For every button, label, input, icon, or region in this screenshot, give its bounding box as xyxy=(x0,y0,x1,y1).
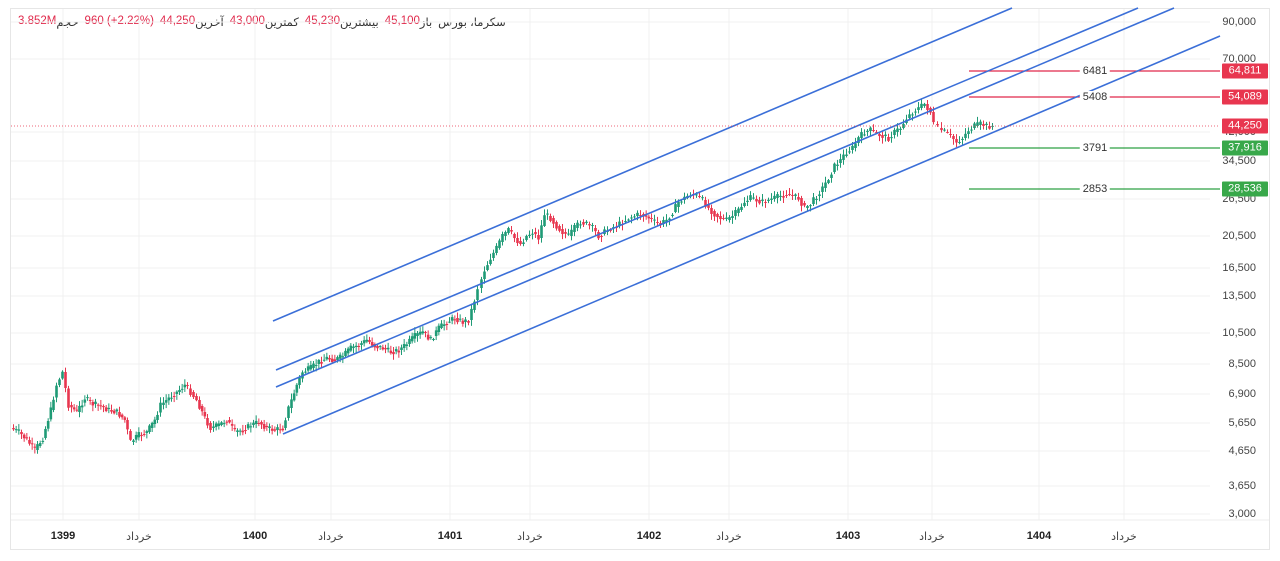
y-tick-label: 3,000 xyxy=(1228,508,1256,520)
x-tick-month: خرداد xyxy=(1111,531,1137,543)
y-tick-label: 3,650 xyxy=(1228,480,1256,492)
open-value: 45,100 xyxy=(384,15,420,27)
y-tick-label: 70,000 xyxy=(1222,53,1256,65)
y-tick-label: 90,000 xyxy=(1222,16,1256,28)
last-price-badge: 44,250 xyxy=(1222,118,1268,134)
open-label: باز xyxy=(419,17,433,29)
channel-line-mid-lower[interactable] xyxy=(275,7,1175,388)
y-tick-label: 6,900 xyxy=(1228,388,1256,400)
y-tick-label: 16,500 xyxy=(1222,262,1256,274)
symbol-name: سکرما، بورس xyxy=(438,17,506,29)
resistance-price-badge: 64,811 xyxy=(1222,63,1268,79)
y-tick-label: 8,500 xyxy=(1228,358,1256,370)
y-tick-label: 4,650 xyxy=(1228,445,1256,457)
volume-label: حجم xyxy=(56,17,79,29)
support-price-badge: 37,916 xyxy=(1222,140,1268,156)
x-tick-year: 1399 xyxy=(50,530,76,542)
candlestick-series xyxy=(12,98,994,454)
channel-line-mid-upper[interactable] xyxy=(275,7,1139,371)
x-tick-month: خرداد xyxy=(517,531,543,543)
y-tick-label: 10,500 xyxy=(1222,327,1256,339)
low-label: کمترین xyxy=(264,17,299,29)
y-tick-label: 5,650 xyxy=(1228,417,1256,429)
level-label: 2853 xyxy=(1079,183,1111,195)
level-label: 3791 xyxy=(1079,142,1111,154)
x-tick-year: 1401 xyxy=(437,530,463,542)
x-tick-year: 1400 xyxy=(242,530,268,542)
x-tick-month: خرداد xyxy=(318,531,344,543)
x-tick-month: خرداد xyxy=(716,531,742,543)
high-label: بیشترین xyxy=(340,17,379,29)
level-label: 6481 xyxy=(1079,65,1111,77)
y-tick-label: 13,500 xyxy=(1222,290,1256,302)
change-value: 960 (+2.22%) xyxy=(84,15,154,27)
volume-value: 3.852M xyxy=(18,15,57,27)
x-tick-month: خرداد xyxy=(126,531,152,543)
ohlc-header: سکرما، بورس باز 45,100 بیشترین 45,230 کم… xyxy=(18,15,506,33)
last-value: 44,250 xyxy=(159,15,196,27)
y-tick-label: 20,500 xyxy=(1222,230,1256,242)
y-tick-label: 34,500 xyxy=(1222,155,1256,167)
low-value: 43,000 xyxy=(229,15,265,27)
channel-line-lower[interactable] xyxy=(282,35,1221,435)
channel-lines[interactable] xyxy=(272,7,1221,435)
channel-line-upper[interactable] xyxy=(272,7,1013,322)
grid-lines xyxy=(11,9,1269,521)
resistance-price-badge: 54,089 xyxy=(1222,89,1268,105)
x-tick-year: 1404 xyxy=(1026,530,1052,542)
x-tick-year: 1402 xyxy=(636,530,662,542)
x-tick-month: خرداد xyxy=(919,531,945,543)
support-price-badge: 28,536 xyxy=(1222,181,1268,197)
x-tick-year: 1403 xyxy=(835,530,861,542)
level-label: 5408 xyxy=(1079,91,1111,103)
chart-frame xyxy=(10,8,1270,550)
last-label: آخرین xyxy=(195,17,224,29)
